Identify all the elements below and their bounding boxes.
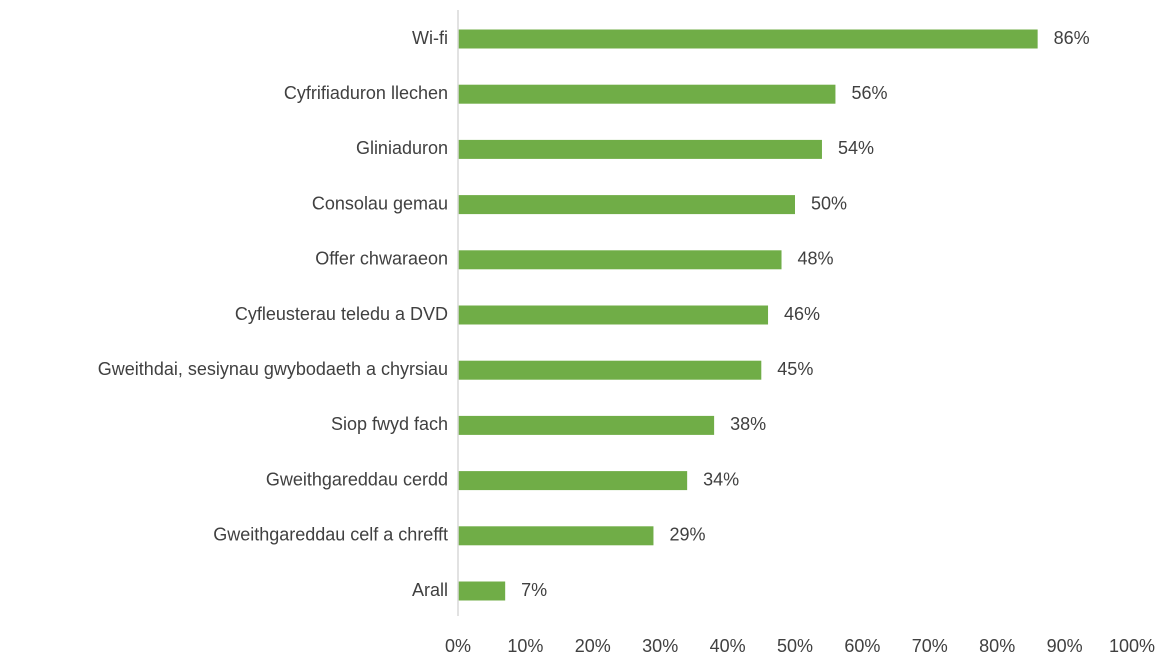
bar [458,29,1038,49]
category-labels-group: Wi-fi Cyfrifiaduron llechen Gliniaduron Con… [98,28,448,600]
x-tick-label: 30% [642,636,678,656]
data-label: 86% [1054,28,1090,48]
value-labels-group: 86% 56% 54% 50% 48% 46% 45% 38% 34% 29% 7% [521,28,1089,600]
category-label: Cyfleusterau teledu a DVD [235,304,448,324]
x-tick-label: 0% [445,636,471,656]
bar [458,250,782,270]
category-label: Wi-fi [412,28,448,48]
data-label: 56% [851,83,887,103]
x-tick-label: 100% [1109,636,1155,656]
data-label: 38% [730,414,766,434]
x-tick-label: 50% [777,636,813,656]
category-label: Gweithdai, sesiynau gwybodaeth a chyrsia… [98,359,448,379]
x-tick-label: 40% [710,636,746,656]
bar [458,581,506,601]
category-label: Gliniaduron [356,138,448,158]
bar [458,139,822,159]
data-label: 7% [521,580,547,600]
x-tick-label: 90% [1047,636,1083,656]
category-label: Siop fwyd fach [331,414,448,434]
data-label: 48% [798,249,834,269]
data-label: 29% [669,525,705,545]
bar [458,526,654,546]
x-tick-label: 70% [912,636,948,656]
category-label: Arall [412,580,448,600]
category-label: Gweithgareddau celf a chrefft [213,525,448,545]
bar [458,84,836,104]
bar [458,415,715,435]
bar [458,305,769,325]
x-axis-ticks-group: 0% 10% 20% 30% 40% 50% 60% 70% 80% 90% 100% [445,636,1155,656]
data-label: 34% [703,469,739,489]
data-label: 54% [838,138,874,158]
category-label: Cyfrifiaduron llechen [284,83,448,103]
x-tick-label: 60% [844,636,880,656]
category-label: Gweithgareddau cerdd [266,469,448,489]
x-tick-label: 10% [507,636,543,656]
category-label: Consolau gemau [312,193,448,213]
data-label: 45% [777,359,813,379]
data-label: 46% [784,304,820,324]
bar [458,195,795,215]
bars-group [458,29,1038,601]
category-label: Offer chwaraeon [315,249,448,269]
bar [458,471,688,491]
x-tick-label: 80% [979,636,1015,656]
bar [458,360,762,380]
x-tick-label: 20% [575,636,611,656]
data-label: 50% [811,193,847,213]
